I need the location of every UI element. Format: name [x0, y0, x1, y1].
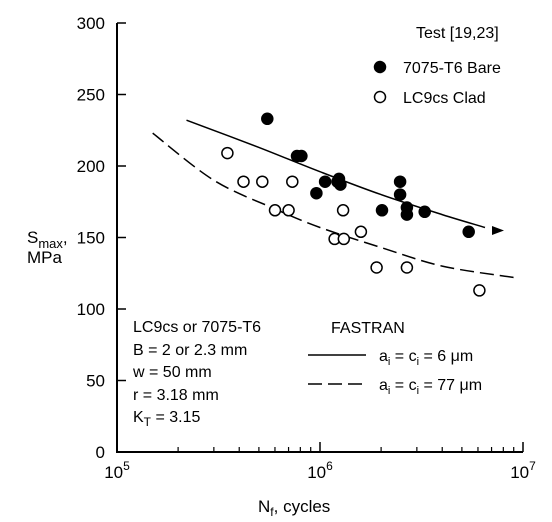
y-tick-label: 50	[86, 372, 105, 391]
point-bare	[393, 175, 407, 188]
svg-text:ai = ci = 77 μm: ai = ci = 77 μm	[379, 377, 482, 397]
point-bare	[295, 149, 308, 163]
point-clad	[268, 204, 282, 217]
model-legend: FASTRAN ai = ci = 6 μm ai = ci = 77 μm	[308, 320, 482, 397]
point-bare	[400, 208, 414, 221]
point-bare	[261, 112, 274, 126]
legend-label-clad: LC9cs Clad	[403, 90, 486, 107]
point-clad	[256, 175, 269, 188]
point-bare	[334, 178, 347, 191]
model-curve-dashed	[152, 132, 514, 279]
note-line-4: r = 3.18 mm	[133, 387, 219, 404]
point-clad	[337, 232, 351, 246]
solid-label-eq: = c	[390, 348, 416, 365]
legend-title: Test [19,23]	[416, 25, 499, 42]
y-tick-label: 100	[77, 300, 105, 319]
svg-text:Nf, cycles: Nf, cycles	[258, 497, 330, 519]
x-tick-label: 106	[307, 459, 333, 482]
ylabel-comma: ,	[63, 228, 68, 247]
x-axis-label: Nf, cycles	[258, 497, 330, 519]
solid-label-val: = 6 μm	[419, 348, 473, 365]
x-tick-label: 107	[510, 459, 536, 482]
y-ticks: 0 50 100 150 200 250 300	[77, 14, 126, 462]
svg-text:KT = 3.15: KT = 3.15	[133, 409, 200, 429]
y-tick-label: 0	[96, 443, 105, 462]
dashed-label-a: a	[379, 377, 388, 394]
dashed-label-val: = 77 μm	[419, 377, 482, 394]
solid-label-a: a	[379, 348, 388, 365]
point-clad	[354, 225, 368, 239]
dashed-label-asub: i	[388, 385, 390, 397]
curve-arrow-head	[492, 226, 504, 235]
note-kt-rest: = 3.15	[151, 409, 200, 426]
point-bare	[462, 225, 475, 239]
point-clad	[221, 146, 234, 160]
svg-text:Smax,: Smax,	[27, 228, 68, 251]
point-clad	[400, 261, 414, 274]
ylabel-main: S	[27, 228, 38, 247]
point-bare	[393, 188, 407, 201]
dashed-label-eq: = c	[390, 377, 416, 394]
y-axis-label: Smax, MPa	[27, 228, 68, 267]
xlabel-sub: f	[270, 505, 274, 519]
x-tick-label: 105	[104, 459, 130, 482]
y-tick-label: 300	[77, 14, 105, 33]
point-clad	[286, 175, 299, 188]
note-line-1: LC9cs or 7075-T6	[133, 319, 261, 336]
legend-label-bare: 7075-T6 Bare	[403, 60, 501, 77]
y-tick-label: 250	[77, 86, 105, 105]
legend-marker-bare	[373, 60, 387, 74]
note-line-2: B = 2 or 2.3 mm	[133, 342, 247, 359]
xlabel-rest: , cycles	[274, 497, 331, 516]
solid-label-asub: i	[388, 356, 390, 368]
model-legend-title: FASTRAN	[331, 320, 405, 337]
point-clad	[473, 284, 486, 297]
note-kt-sub: T	[144, 415, 152, 429]
model-curve-solid	[186, 119, 486, 229]
note-kt-main: K	[133, 409, 144, 426]
specimen-notes: LC9cs or 7075-T6 B = 2 or 2.3 mm w = 50 …	[132, 319, 261, 429]
point-clad	[282, 204, 295, 217]
point-bare	[318, 175, 332, 188]
ylabel-unit: MPa	[27, 248, 63, 267]
point-clad	[370, 261, 383, 274]
point-bare	[375, 204, 389, 217]
point-bare	[310, 186, 323, 200]
legend: Test [19,23] 7075-T6 Bare LC9cs Clad	[373, 25, 501, 107]
ylabel-sub: max	[38, 236, 63, 251]
point-clad	[336, 204, 350, 217]
x-ticks: 105 106 107	[104, 442, 536, 482]
point-bare	[418, 205, 431, 219]
legend-marker-clad	[373, 90, 387, 104]
data-points	[221, 112, 486, 297]
model-curves	[152, 119, 514, 279]
dashed-label-csub: i	[417, 385, 419, 397]
y-tick-label: 150	[77, 229, 105, 248]
xlabel-main: N	[258, 497, 270, 516]
solid-label-csub: i	[417, 356, 419, 368]
svg-text:ai = ci = 6 μm: ai = ci = 6 μm	[379, 348, 473, 368]
point-clad	[237, 175, 250, 188]
note-line-3: w = 50 mm	[132, 364, 212, 381]
y-tick-label: 200	[77, 157, 105, 176]
